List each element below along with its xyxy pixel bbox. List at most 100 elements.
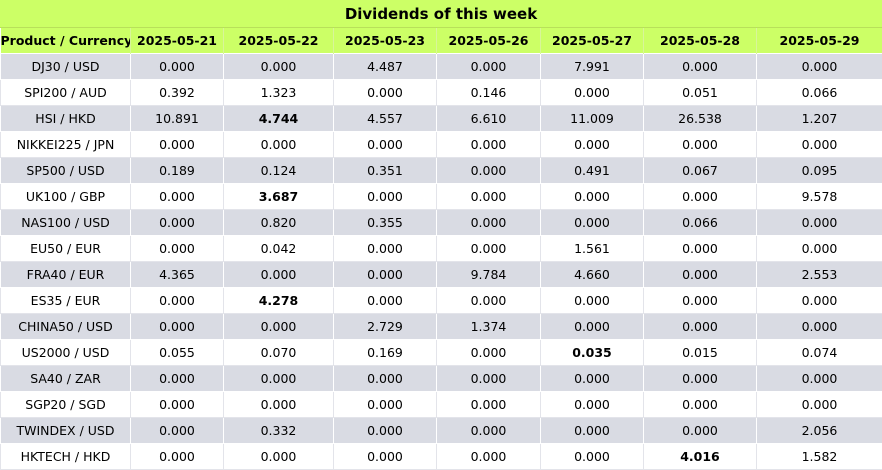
dividend-value-cell: 0.000 <box>437 235 541 261</box>
dividend-value-cell: 0.000 <box>334 183 437 209</box>
header-date: 2025-05-21 <box>131 28 224 53</box>
header-date: 2025-05-27 <box>541 28 644 53</box>
product-cell: DJ30 / USD <box>1 53 131 79</box>
dividend-value-cell: 0.000 <box>541 365 644 391</box>
dividend-value-cell: 0.000 <box>541 391 644 417</box>
dividend-value-cell: 0.392 <box>131 79 224 105</box>
dividend-value-cell: 0.000 <box>644 183 757 209</box>
product-cell: EU50 / EUR <box>1 235 131 261</box>
dividend-value-cell: 0.000 <box>541 287 644 313</box>
dividend-value-cell: 0.000 <box>757 131 882 157</box>
product-cell: UK100 / GBP <box>1 183 131 209</box>
dividend-value-cell: 0.000 <box>644 53 757 79</box>
dividend-value-cell: 0.189 <box>131 157 224 183</box>
dividend-value-cell: 0.000 <box>131 53 224 79</box>
dividend-value-cell: 0.000 <box>644 417 757 443</box>
dividend-value-cell: 4.744 <box>224 105 334 131</box>
dividend-value-cell: 0.066 <box>757 79 882 105</box>
dividend-value-cell: 0.000 <box>644 313 757 339</box>
dividend-value-cell: 0.074 <box>757 339 882 365</box>
dividend-value-cell: 0.000 <box>334 391 437 417</box>
product-cell: SP500 / USD <box>1 157 131 183</box>
dividend-value-cell: 0.000 <box>334 287 437 313</box>
dividend-value-cell: 0.000 <box>757 53 882 79</box>
product-cell: NIKKEI225 / JPN <box>1 131 131 157</box>
dividend-value-cell: 0.820 <box>224 209 334 235</box>
dividends-table: Product / Currency 2025-05-21 2025-05-22… <box>0 28 882 470</box>
dividend-value-cell: 0.000 <box>437 365 541 391</box>
dividend-value-cell: 0.124 <box>224 157 334 183</box>
dividend-value-cell: 1.323 <box>224 79 334 105</box>
product-cell: US2000 / USD <box>1 339 131 365</box>
product-cell: SGP20 / SGD <box>1 391 131 417</box>
dividend-value-cell: 0.000 <box>757 209 882 235</box>
dividend-value-cell: 0.000 <box>131 131 224 157</box>
dividend-value-cell: 0.000 <box>334 235 437 261</box>
header-date: 2025-05-28 <box>644 28 757 53</box>
dividend-value-cell: 0.000 <box>437 417 541 443</box>
product-cell: HKTECH / HKD <box>1 443 131 469</box>
dividend-value-cell: 0.000 <box>757 365 882 391</box>
dividend-value-cell: 0.000 <box>334 365 437 391</box>
product-cell: TWINDEX / USD <box>1 417 131 443</box>
dividend-value-cell: 0.000 <box>757 391 882 417</box>
dividend-value-cell: 0.042 <box>224 235 334 261</box>
dividend-value-cell: 0.000 <box>437 443 541 469</box>
dividend-value-cell: 0.000 <box>541 183 644 209</box>
dividend-value-cell: 0.000 <box>644 235 757 261</box>
dividend-value-cell: 0.051 <box>644 79 757 105</box>
dividend-value-cell: 0.000 <box>644 131 757 157</box>
dividend-value-cell: 0.000 <box>757 313 882 339</box>
dividend-value-cell: 2.056 <box>757 417 882 443</box>
dividend-value-cell: 2.553 <box>757 261 882 287</box>
dividend-value-cell: 2.729 <box>334 313 437 339</box>
dividend-value-cell: 9.578 <box>757 183 882 209</box>
dividend-value-cell: 0.000 <box>334 131 437 157</box>
dividend-value-cell: 0.000 <box>437 157 541 183</box>
dividend-value-cell: 0.000 <box>541 417 644 443</box>
dividend-value-cell: 0.000 <box>131 443 224 469</box>
header-date: 2025-05-29 <box>757 28 882 53</box>
dividend-value-cell: 0.000 <box>757 235 882 261</box>
dividend-value-cell: 0.000 <box>224 443 334 469</box>
dividend-value-cell: 26.538 <box>644 105 757 131</box>
dividend-value-cell: 0.000 <box>334 261 437 287</box>
dividend-value-cell: 3.687 <box>224 183 334 209</box>
dividend-value-cell: 0.000 <box>644 391 757 417</box>
dividend-value-cell: 10.891 <box>131 105 224 131</box>
dividend-value-cell: 0.000 <box>131 417 224 443</box>
dividend-value-cell: 1.374 <box>437 313 541 339</box>
dividend-value-cell: 0.000 <box>334 79 437 105</box>
dividend-value-cell: 0.000 <box>757 287 882 313</box>
dividend-value-cell: 0.000 <box>644 287 757 313</box>
product-cell: SPI200 / AUD <box>1 79 131 105</box>
product-cell: SA40 / ZAR <box>1 365 131 391</box>
header-date: 2025-05-26 <box>437 28 541 53</box>
dividend-value-cell: 0.000 <box>644 365 757 391</box>
dividend-value-cell: 0.169 <box>334 339 437 365</box>
dividend-value-cell: 0.000 <box>437 339 541 365</box>
dividend-value-cell: 0.000 <box>541 443 644 469</box>
dividend-value-cell: 0.000 <box>224 53 334 79</box>
dividend-value-cell: 0.066 <box>644 209 757 235</box>
dividend-value-cell: 6.610 <box>437 105 541 131</box>
product-cell: HSI / HKD <box>1 105 131 131</box>
dividend-value-cell: 0.000 <box>131 209 224 235</box>
dividend-value-cell: 0.015 <box>644 339 757 365</box>
dividend-value-cell: 0.070 <box>224 339 334 365</box>
dividend-value-cell: 0.000 <box>644 261 757 287</box>
dividend-value-cell: 1.561 <box>541 235 644 261</box>
